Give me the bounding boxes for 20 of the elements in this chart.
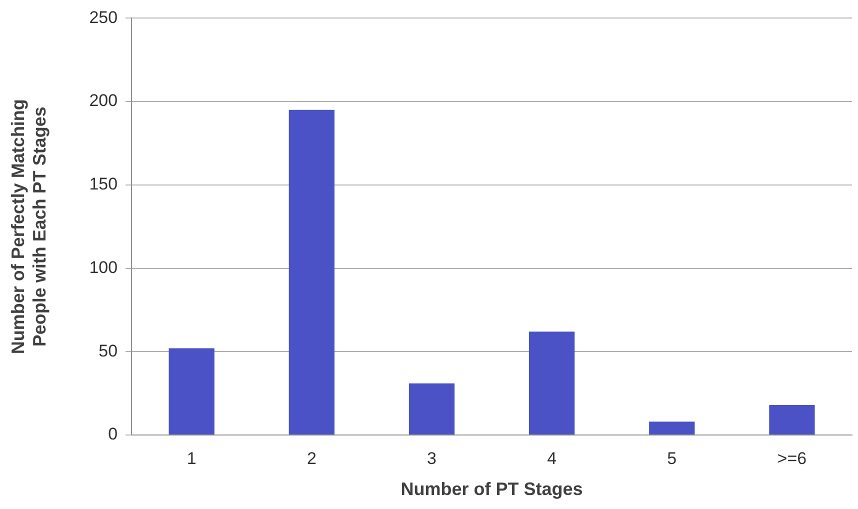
x-axis-title: Number of PT Stages xyxy=(400,479,583,500)
y-tick-label: 0 xyxy=(108,424,118,444)
y-tick-label: 250 xyxy=(89,8,118,27)
bar xyxy=(649,422,695,434)
y-tick-label: 50 xyxy=(98,341,118,360)
x-tick-label: 3 xyxy=(427,448,436,468)
x-tick-label: 4 xyxy=(547,448,557,468)
y-axis-title: Number of Perfectly Matching People with Each PT Stages xyxy=(8,99,50,354)
x-tick-label: >=6 xyxy=(777,448,807,468)
y-tick-label: 200 xyxy=(89,91,118,110)
bar xyxy=(408,383,455,434)
bar xyxy=(288,110,334,434)
x-tick-label: 2 xyxy=(306,448,316,468)
x-tick-label: 1 xyxy=(186,448,196,468)
y-tick-label: 100 xyxy=(89,258,118,277)
x-tick-label: 5 xyxy=(667,448,677,468)
bar xyxy=(168,348,214,434)
bar xyxy=(769,404,815,434)
y-tick-label: 150 xyxy=(89,174,118,194)
bar xyxy=(529,332,575,434)
